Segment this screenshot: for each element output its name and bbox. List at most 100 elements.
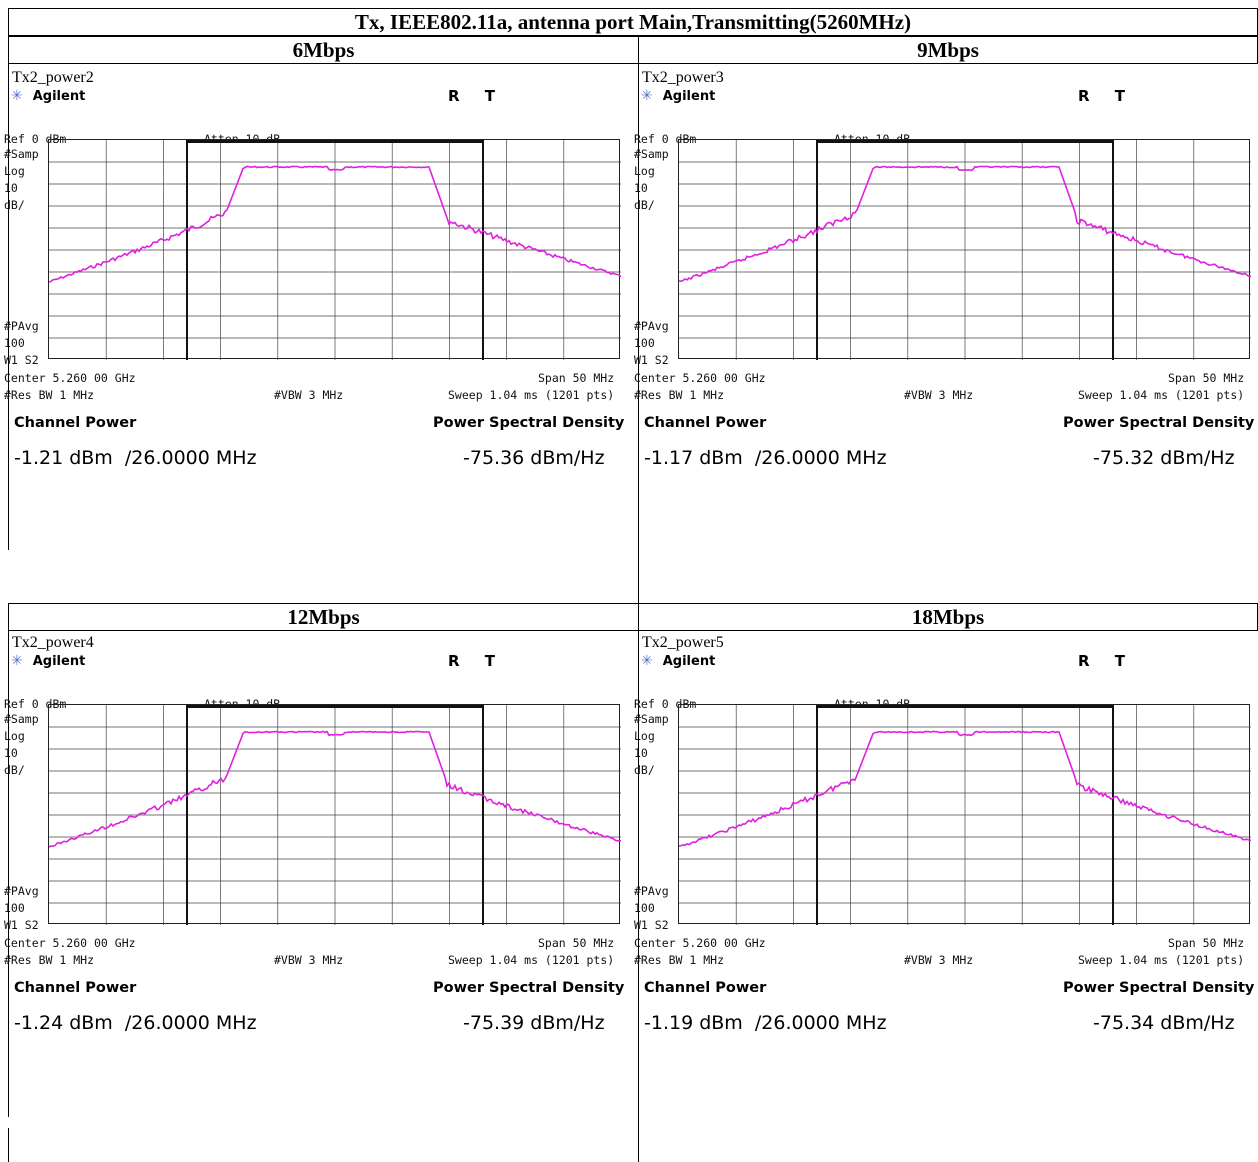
channel-power-label: Channel Power: [14, 415, 137, 431]
res-bw: #Res BW 1 MHz: [4, 388, 95, 402]
psd-value: -75.32 dBm/Hz: [1093, 447, 1235, 469]
channel-power-value: -1.19 dBm /26.0000 MHz: [644, 1012, 887, 1034]
samp-label: #Samp: [634, 147, 669, 161]
w1s2-label: W1 S2: [634, 918, 669, 932]
agilent-star-icon: ✳: [11, 88, 23, 104]
psd-label: Power Spectral Density: [433, 980, 625, 996]
agilent-star-icon: ✳: [641, 88, 653, 104]
span-value: Span 50 MHz: [1168, 371, 1245, 385]
log-label: Log: [634, 729, 655, 743]
vbw: #VBW 3 MHz: [904, 388, 974, 402]
scale-unit: dB/: [634, 198, 655, 212]
rt-indicator: R T: [1078, 652, 1136, 670]
psd-value: -75.39 dBm/Hz: [463, 1012, 605, 1034]
page-title: Tx, IEEE802.11a, antenna port Main,Trans…: [8, 8, 1258, 36]
pavg-label: #PAvg: [634, 884, 669, 898]
rate-header-18mbps: 18Mbps: [638, 603, 1258, 631]
samp-label: #Samp: [4, 712, 39, 726]
ref-level: Ref 0 dBm: [634, 132, 697, 146]
psd-value: -75.34 dBm/Hz: [1093, 1012, 1235, 1034]
spectrum-plot-area: [48, 139, 621, 360]
rt-indicator: R T: [1078, 87, 1136, 105]
center-frequency: Center 5.260 00 GHz: [634, 371, 766, 385]
scale-value: 10: [4, 746, 18, 760]
psd-label: Power Spectral Density: [1063, 415, 1255, 431]
spectrum-svg: [679, 705, 1251, 925]
table-border-left-bottom: [8, 631, 9, 1117]
agilent-brand: ✳ Agilent: [11, 653, 85, 671]
w1s2-label: W1 S2: [634, 353, 669, 367]
table-border-mid-top: [638, 64, 639, 603]
agilent-brand: ✳ Agilent: [11, 88, 85, 106]
pavg-label: #PAvg: [634, 319, 669, 333]
spectrum-svg: [49, 140, 621, 360]
channel-power-label: Channel Power: [14, 980, 137, 996]
spectrum-trace: [49, 165, 621, 283]
span-value: Span 50 MHz: [1168, 936, 1245, 950]
scale-unit: dB/: [4, 763, 25, 777]
ref-level: Ref 0 dBm: [4, 697, 67, 711]
pavg-label: #PAvg: [4, 319, 39, 333]
agilent-brand: ✳ Agilent: [641, 88, 715, 106]
spectrum-plot-area: [48, 704, 621, 925]
log-label: Log: [634, 164, 655, 178]
res-bw: #Res BW 1 MHz: [4, 953, 95, 967]
res-bw: #Res BW 1 MHz: [634, 388, 725, 402]
spectrum-trace: [679, 165, 1251, 283]
avg-count: 100: [4, 901, 25, 915]
plot-label: Tx2_power4: [12, 634, 94, 651]
channel-power-value: -1.21 dBm /26.0000 MHz: [14, 447, 257, 469]
rt-indicator: R T: [448, 652, 506, 670]
pavg-label: #PAvg: [4, 884, 39, 898]
channel-power-label: Channel Power: [644, 980, 767, 996]
scale-unit: dB/: [4, 198, 25, 212]
spectrum-plot-area: [678, 704, 1251, 925]
rate-header-6mbps: 6Mbps: [8, 36, 639, 64]
agilent-star-icon: ✳: [11, 653, 23, 669]
agilent-brand: ✳ Agilent: [641, 653, 715, 671]
log-label: Log: [4, 729, 25, 743]
brand-name: Agilent: [32, 89, 86, 104]
sweep-time: Sweep 1.04 ms (1201 pts): [1078, 388, 1245, 402]
sweep-time: Sweep 1.04 ms (1201 pts): [448, 953, 615, 967]
spectrum-panel: Tx2_power2 ✳ Agilent R T Ref 0 dBm Atten …: [4, 69, 636, 549]
ref-level: Ref 0 dBm: [4, 132, 67, 146]
table-border-left-top: [8, 64, 9, 550]
rate-header-9mbps: 9Mbps: [638, 36, 1258, 64]
log-label: Log: [4, 164, 25, 178]
center-frequency: Center 5.260 00 GHz: [4, 936, 136, 950]
avg-count: 100: [4, 336, 25, 350]
ref-level: Ref 0 dBm: [634, 697, 697, 711]
sweep-time: Sweep 1.04 ms (1201 pts): [1078, 953, 1245, 967]
avg-count: 100: [634, 901, 655, 915]
spectrum-plot-area: [678, 139, 1251, 360]
scale-value: 10: [634, 181, 648, 195]
scale-unit: dB/: [634, 763, 655, 777]
center-frequency: Center 5.260 00 GHz: [634, 936, 766, 950]
spectrum-svg: [49, 705, 621, 925]
center-frequency: Center 5.260 00 GHz: [4, 371, 136, 385]
brand-name: Agilent: [662, 654, 716, 669]
plot-label: Tx2_power3: [642, 69, 724, 86]
rate-header-12mbps: 12Mbps: [8, 603, 639, 631]
channel-power-value: -1.24 dBm /26.0000 MHz: [14, 1012, 257, 1034]
samp-label: #Samp: [4, 147, 39, 161]
agilent-star-icon: ✳: [641, 653, 653, 669]
channel-power-label: Channel Power: [644, 415, 767, 431]
span-value: Span 50 MHz: [538, 371, 615, 385]
plot-label: Tx2_power2: [12, 69, 94, 86]
res-bw: #Res BW 1 MHz: [634, 953, 725, 967]
plot-label: Tx2_power5: [642, 634, 724, 651]
spectrum-trace: [49, 730, 621, 848]
w1s2-label: W1 S2: [4, 918, 39, 932]
channel-power-value: -1.17 dBm /26.0000 MHz: [644, 447, 887, 469]
vbw: #VBW 3 MHz: [274, 953, 344, 967]
avg-count: 100: [634, 336, 655, 350]
spectrum-trace: [679, 730, 1251, 847]
span-value: Span 50 MHz: [538, 936, 615, 950]
spectrum-panel: Tx2_power5 ✳ Agilent R T Ref 0 dBm Atten …: [634, 634, 1258, 1114]
sweep-time: Sweep 1.04 ms (1201 pts): [448, 388, 615, 402]
spectrum-panel: Tx2_power3 ✳ Agilent R T Ref 0 dBm Atten …: [634, 69, 1258, 549]
table-border-mid-bottom: [638, 631, 639, 1162]
spectrum-svg: [679, 140, 1251, 360]
